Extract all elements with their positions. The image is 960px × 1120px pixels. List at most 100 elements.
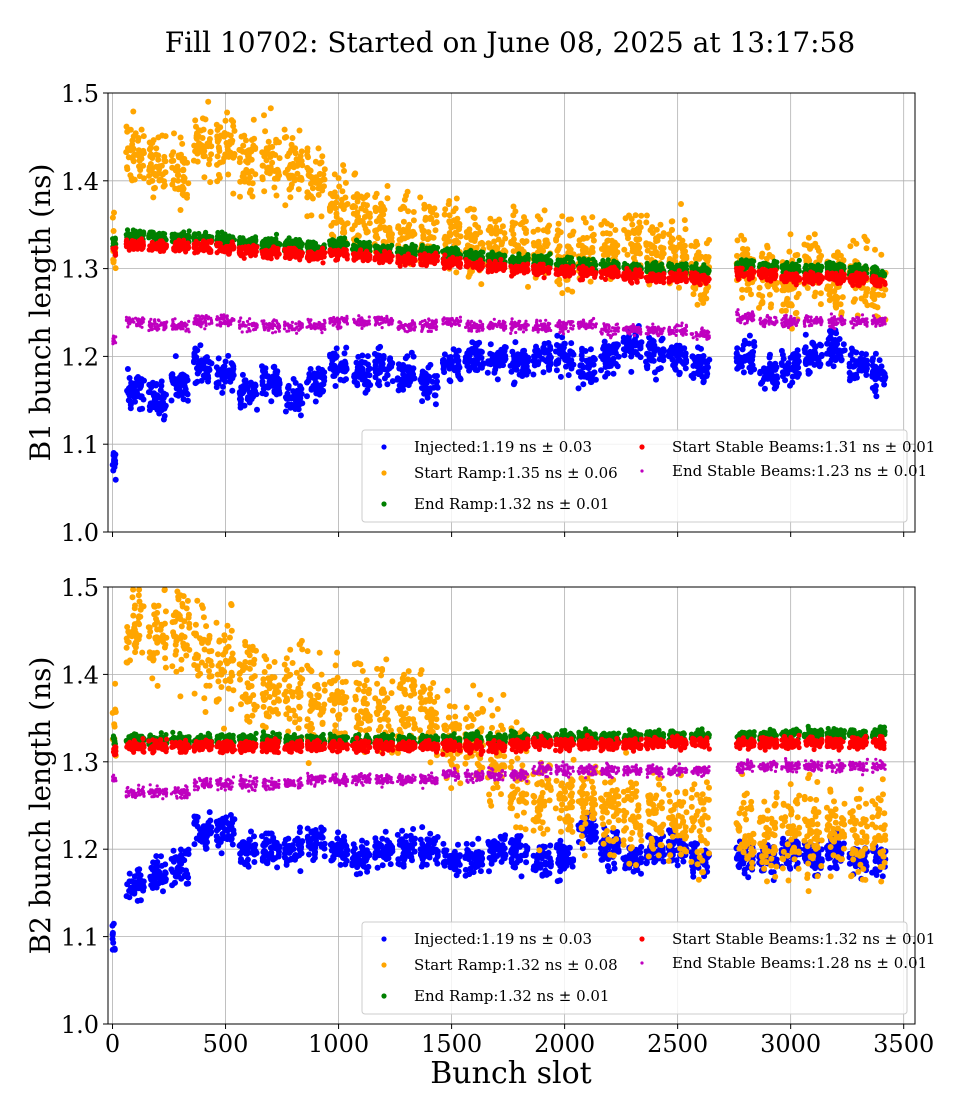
scatter-point xyxy=(556,281,563,288)
scatter-point xyxy=(508,227,515,234)
scatter-point xyxy=(343,344,350,351)
scatter-point xyxy=(703,286,710,293)
scatter-point xyxy=(668,348,675,354)
scatter-point xyxy=(174,232,180,238)
scatter-point xyxy=(839,294,846,301)
scatter-point xyxy=(690,375,697,381)
scatter-point xyxy=(647,344,654,351)
scatter-point xyxy=(554,247,561,254)
scatter-point xyxy=(870,264,877,271)
scatter-point xyxy=(629,221,636,228)
scatter-point xyxy=(153,145,160,152)
scatter-point xyxy=(317,170,324,177)
scatter-point xyxy=(853,240,860,247)
scatter-point xyxy=(184,391,191,398)
scatter-point xyxy=(315,191,322,198)
scatter-point xyxy=(629,241,635,248)
scatter-point xyxy=(297,412,304,419)
scatter-point xyxy=(587,346,594,353)
scatter-point xyxy=(150,391,157,398)
scatter-point xyxy=(636,236,643,243)
scatter-point xyxy=(554,227,561,234)
scatter-point xyxy=(191,354,198,360)
scatter-point xyxy=(690,291,697,298)
scatter-point xyxy=(396,236,403,243)
scatter-point xyxy=(811,293,818,300)
series-injected xyxy=(109,323,889,483)
scatter-point xyxy=(197,358,204,365)
scatter-point xyxy=(694,363,701,370)
scatter-point xyxy=(638,212,645,219)
scatter-point xyxy=(197,148,204,155)
scatter-point xyxy=(643,219,650,226)
scatter-point xyxy=(446,230,453,236)
scatter-point xyxy=(110,228,117,234)
scatter-point xyxy=(446,212,453,219)
scatter-point xyxy=(824,340,831,347)
scatter-point xyxy=(487,341,494,348)
scatter-point xyxy=(535,361,541,368)
scatter-point xyxy=(419,245,425,251)
scatter-point xyxy=(377,223,384,230)
scatter-point xyxy=(181,178,187,185)
scatter-point xyxy=(226,374,233,381)
scatter-point xyxy=(751,366,758,373)
scatter-point xyxy=(317,372,324,378)
scatter-point xyxy=(706,237,713,243)
scatter-point xyxy=(630,255,637,261)
scatter-point xyxy=(522,352,529,359)
scatter-point xyxy=(328,231,335,238)
scatter-point xyxy=(199,245,205,251)
scatter-point xyxy=(225,171,232,178)
scatter-point xyxy=(700,379,707,386)
scatter-point xyxy=(817,290,824,297)
scatter-point xyxy=(827,349,834,356)
scatter-point xyxy=(290,164,297,171)
scatter-point xyxy=(355,364,362,371)
scatter-point xyxy=(601,352,608,359)
scatter-point xyxy=(366,220,373,227)
scatter-point xyxy=(252,381,259,388)
scatter-point xyxy=(669,236,676,243)
scatter-point xyxy=(282,394,289,401)
scatter-point xyxy=(200,240,207,246)
scatter-point xyxy=(850,298,857,305)
scatter-point xyxy=(240,388,247,395)
scatter-point xyxy=(222,378,229,385)
scatter-point xyxy=(453,269,460,276)
scatter-point xyxy=(624,229,631,236)
scatter-point xyxy=(749,356,756,363)
scatter-point xyxy=(494,376,501,383)
scatter-point xyxy=(417,194,424,201)
scatter-point xyxy=(779,351,786,358)
scatter-point xyxy=(317,384,324,391)
scatter-point xyxy=(536,352,543,359)
scatter-point xyxy=(214,371,221,378)
scatter-point xyxy=(214,243,220,249)
scatter-point xyxy=(222,358,229,365)
scatter-point xyxy=(228,139,235,146)
scatter-point xyxy=(315,145,322,152)
scatter-point xyxy=(140,396,147,403)
scatter-point xyxy=(197,342,204,349)
scatter-point xyxy=(612,227,619,233)
scatter-point xyxy=(802,331,809,338)
scatter-point xyxy=(155,394,162,401)
scatter-point xyxy=(818,352,825,359)
scatter-point xyxy=(111,209,117,216)
scatter-point xyxy=(145,389,152,396)
scatter-point xyxy=(262,128,269,135)
scatter-point xyxy=(311,383,317,390)
scatter-point xyxy=(584,364,591,371)
scatter-point xyxy=(786,248,793,255)
scatter-point xyxy=(467,205,474,212)
scatter-point xyxy=(372,204,379,211)
scatter-point xyxy=(354,237,360,243)
scatter-point xyxy=(124,128,131,135)
scatter-point xyxy=(521,239,528,246)
scatter-point xyxy=(384,372,391,379)
scatter-point xyxy=(600,230,607,237)
scatter-point xyxy=(473,357,480,364)
scatter-point xyxy=(192,117,199,124)
